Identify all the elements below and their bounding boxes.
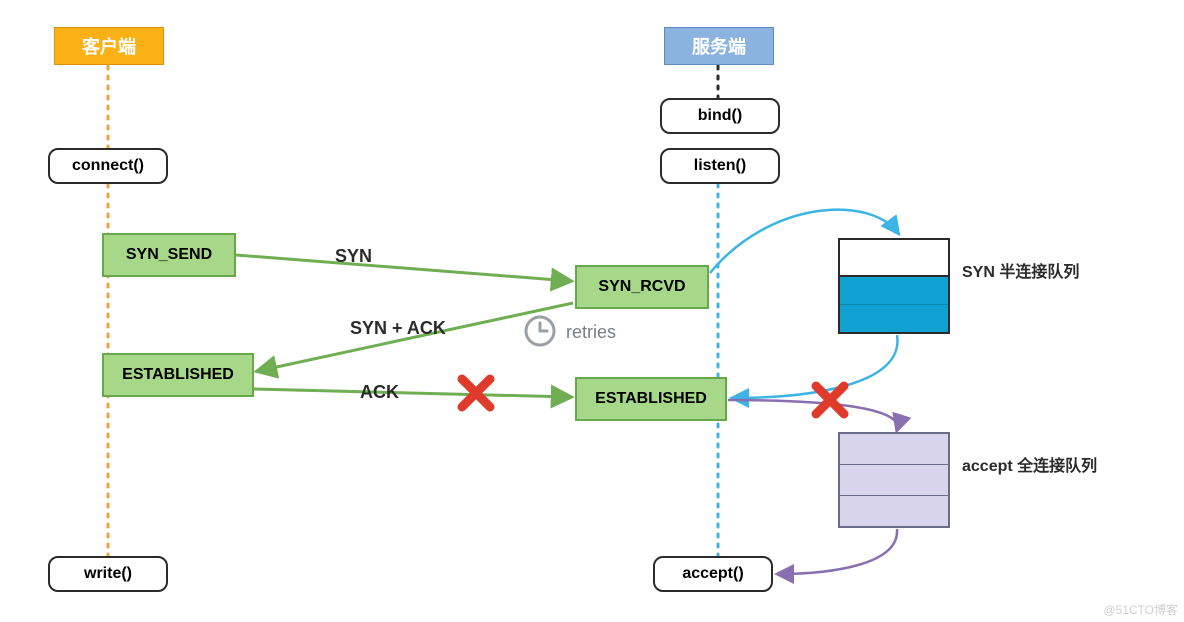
syn-label: SYN [335, 246, 372, 267]
client-header: 客户端 [54, 27, 164, 65]
syn-rcvd-label: SYN_RCVD [598, 278, 685, 296]
clock-icon [526, 317, 554, 345]
syn-send-box: SYN_SEND [102, 233, 236, 277]
server-header: 服务端 [664, 27, 774, 65]
server-header-label: 服务端 [692, 33, 746, 59]
write-box: write() [48, 556, 168, 592]
retries-label: retries [566, 322, 616, 343]
listen-box: listen() [660, 148, 780, 184]
arrow-syn [236, 255, 570, 281]
listen-label: listen() [694, 157, 746, 175]
bind-box: bind() [660, 98, 780, 134]
x-mark-accq [816, 386, 844, 414]
syn-queue [838, 238, 950, 334]
client-header-label: 客户端 [82, 33, 136, 59]
syn-queue-label: SYN 半连接队列 [962, 258, 1079, 282]
accept-box: accept() [653, 556, 773, 592]
accept-queue [838, 432, 950, 528]
established-client-label: ESTABLISHED [122, 366, 234, 384]
established-client-box: ESTABLISHED [102, 353, 254, 397]
diagram-overlay [0, 0, 1184, 622]
syn-rcvd-box: SYN_RCVD [575, 265, 709, 309]
ack-label: ACK [360, 382, 399, 403]
established-server-box: ESTABLISHED [575, 377, 727, 421]
curve-synq-to-est [733, 335, 897, 398]
curve-accq-to-accept [778, 529, 897, 574]
syn-send-label: SYN_SEND [126, 246, 212, 264]
connect-box: connect() [48, 148, 168, 184]
connect-label: connect() [72, 157, 144, 175]
accept-label: accept() [682, 565, 743, 583]
write-label: write() [84, 565, 132, 583]
curve-est-to-accq [728, 400, 897, 430]
arrow-ack [254, 389, 570, 397]
syn-queue-fill [840, 275, 948, 332]
accept-queue-label: accept 全连接队列 [962, 452, 1097, 476]
synack-label: SYN + ACK [350, 318, 446, 339]
bind-label: bind() [698, 107, 742, 125]
watermark: @51CTO博客 [1103, 601, 1178, 618]
established-server-label: ESTABLISHED [595, 390, 707, 408]
x-mark-ack [462, 379, 490, 407]
